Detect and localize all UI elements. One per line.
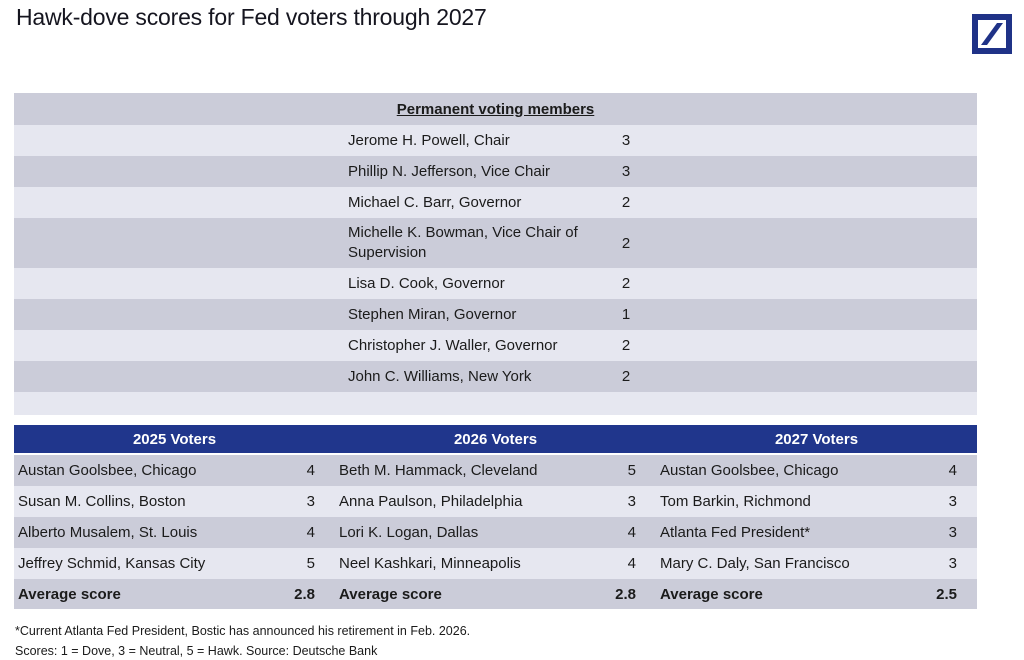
table-row: John C. Williams, New York 2 xyxy=(14,361,977,392)
member-name: Michelle K. Bowman, Vice Chair of Superv… xyxy=(348,224,578,261)
voter-score: 3 xyxy=(948,555,957,572)
voter-name: Austan Goolsbee, Chicago xyxy=(18,462,197,479)
footnotes: *Current Atlanta Fed President, Bostic h… xyxy=(15,621,470,660)
voter-name: Mary C. Daly, San Francisco xyxy=(660,555,850,572)
deutsche-bank-logo-svg xyxy=(972,14,1012,54)
voter-score: 5 xyxy=(627,462,636,479)
voter-score: 3 xyxy=(948,493,957,510)
member-name: Phillip N. Jefferson, Vice Chair xyxy=(348,162,551,180)
voter-cell: Neel Kashkari, Minneapolis 4 xyxy=(335,548,656,579)
table-row: Austan Goolsbee, Chicago 4 Beth M. Hamma… xyxy=(14,455,977,486)
voter-name: Tom Barkin, Richmond xyxy=(660,493,811,510)
table-spacer-row xyxy=(14,392,977,415)
yearly-table-header-row: 2025 Voters 2026 Voters 2027 Voters xyxy=(14,425,977,453)
table-row: Phillip N. Jefferson, Vice Chair 3 xyxy=(14,156,977,187)
average-value: 2.5 xyxy=(936,585,957,603)
member-score: 2 xyxy=(621,234,631,252)
average-label: Average score xyxy=(18,585,121,603)
member-score: 1 xyxy=(621,306,631,323)
voter-cell: Lori K. Logan, Dallas 4 xyxy=(335,517,656,548)
voter-cell: Anna Paulson, Philadelphia 3 xyxy=(335,486,656,517)
table-row: Jeffrey Schmid, Kansas City 5 Neel Kashk… xyxy=(14,548,977,579)
member-name: Christopher J. Waller, Governor xyxy=(348,336,558,354)
table-row: Michael C. Barr, Governor 2 xyxy=(14,187,977,218)
voter-name: Lori K. Logan, Dallas xyxy=(339,524,479,541)
column-header-2025-voters: 2025 Voters xyxy=(132,430,217,448)
voter-name: Austan Goolsbee, Chicago xyxy=(660,462,839,479)
average-cell: Average score 2.8 xyxy=(14,579,335,609)
voter-score: 4 xyxy=(948,462,957,479)
table-row: Stephen Miran, Governor 1 xyxy=(14,299,977,330)
permanent-table-title: Permanent voting members xyxy=(396,100,595,118)
voter-cell: Jeffrey Schmid, Kansas City 5 xyxy=(14,548,335,579)
column-header-2026-voters: 2026 Voters xyxy=(453,430,538,448)
member-score: 3 xyxy=(621,163,631,180)
table-row: Susan M. Collins, Boston 3 Anna Paulson,… xyxy=(14,486,977,517)
voter-name: Neel Kashkari, Minneapolis xyxy=(339,555,521,572)
member-score: 3 xyxy=(621,132,631,149)
voter-cell: Mary C. Daly, San Francisco 3 xyxy=(656,548,977,579)
average-score-row: Average score 2.8 Average score 2.8 Aver… xyxy=(14,579,977,609)
voter-name: Beth M. Hammack, Cleveland xyxy=(339,462,538,479)
voter-name: Atlanta Fed President* xyxy=(660,524,811,541)
member-score: 2 xyxy=(621,275,631,292)
voter-score: 3 xyxy=(306,493,315,510)
average-label: Average score xyxy=(660,585,763,603)
voter-score: 4 xyxy=(306,524,315,541)
voter-score: 3 xyxy=(948,524,957,541)
member-score: 2 xyxy=(621,194,631,211)
table-row: Christopher J. Waller, Governor 2 xyxy=(14,330,977,361)
table-row: Jerome H. Powell, Chair 3 xyxy=(14,125,977,156)
footnote-scale-source: Scores: 1 = Dove, 3 = Neutral, 5 = Hawk.… xyxy=(15,644,378,658)
page-title: Hawk-dove scores for Fed voters through … xyxy=(16,4,487,30)
voter-cell: Atlanta Fed President* 3 xyxy=(656,517,977,548)
voter-score: 5 xyxy=(306,555,315,572)
average-label: Average score xyxy=(339,585,442,603)
table-row: Alberto Musalem, St. Louis 4 Lori K. Log… xyxy=(14,517,977,548)
footnote-atlanta: *Current Atlanta Fed President, Bostic h… xyxy=(15,624,471,638)
voter-name: Anna Paulson, Philadelphia xyxy=(339,493,523,510)
member-name: John C. Williams, New York xyxy=(348,367,532,385)
voter-cell: Susan M. Collins, Boston 3 xyxy=(14,486,335,517)
average-cell: Average score 2.8 xyxy=(335,579,656,609)
yearly-voters-table: 2025 Voters 2026 Voters 2027 Voters Aust… xyxy=(14,425,977,609)
voter-cell: Beth M. Hammack, Cleveland 5 xyxy=(335,455,656,486)
average-value: 2.8 xyxy=(615,585,636,603)
voter-name: Jeffrey Schmid, Kansas City xyxy=(18,555,206,572)
member-score: 2 xyxy=(621,337,631,354)
member-name: Michael C. Barr, Governor xyxy=(348,193,522,211)
voter-score: 3 xyxy=(627,493,636,510)
voter-name: Alberto Musalem, St. Louis xyxy=(18,524,198,541)
permanent-voters-table: Permanent voting members Jerome H. Powel… xyxy=(14,93,977,415)
voter-cell: Austan Goolsbee, Chicago 4 xyxy=(14,455,335,486)
voter-name: Susan M. Collins, Boston xyxy=(18,493,186,510)
voter-score: 4 xyxy=(627,524,636,541)
permanent-table-header-row: Permanent voting members xyxy=(14,93,977,125)
deutsche-bank-logo-icon xyxy=(972,14,1012,54)
average-value: 2.8 xyxy=(294,585,315,603)
member-score: 2 xyxy=(621,368,631,385)
member-name: Lisa D. Cook, Governor xyxy=(348,274,505,292)
voter-cell: Austan Goolsbee, Chicago 4 xyxy=(656,455,977,486)
voter-score: 4 xyxy=(627,555,636,572)
table-row: Michelle K. Bowman, Vice Chair of Superv… xyxy=(14,218,977,268)
member-name: Stephen Miran, Governor xyxy=(348,305,517,323)
table-row: Lisa D. Cook, Governor 2 xyxy=(14,268,977,299)
average-cell: Average score 2.5 xyxy=(656,579,977,609)
voter-cell: Tom Barkin, Richmond 3 xyxy=(656,486,977,517)
member-name: Jerome H. Powell, Chair xyxy=(348,131,510,149)
voter-score: 4 xyxy=(306,462,315,479)
voter-cell: Alberto Musalem, St. Louis 4 xyxy=(14,517,335,548)
column-header-2027-voters: 2027 Voters xyxy=(774,430,859,448)
